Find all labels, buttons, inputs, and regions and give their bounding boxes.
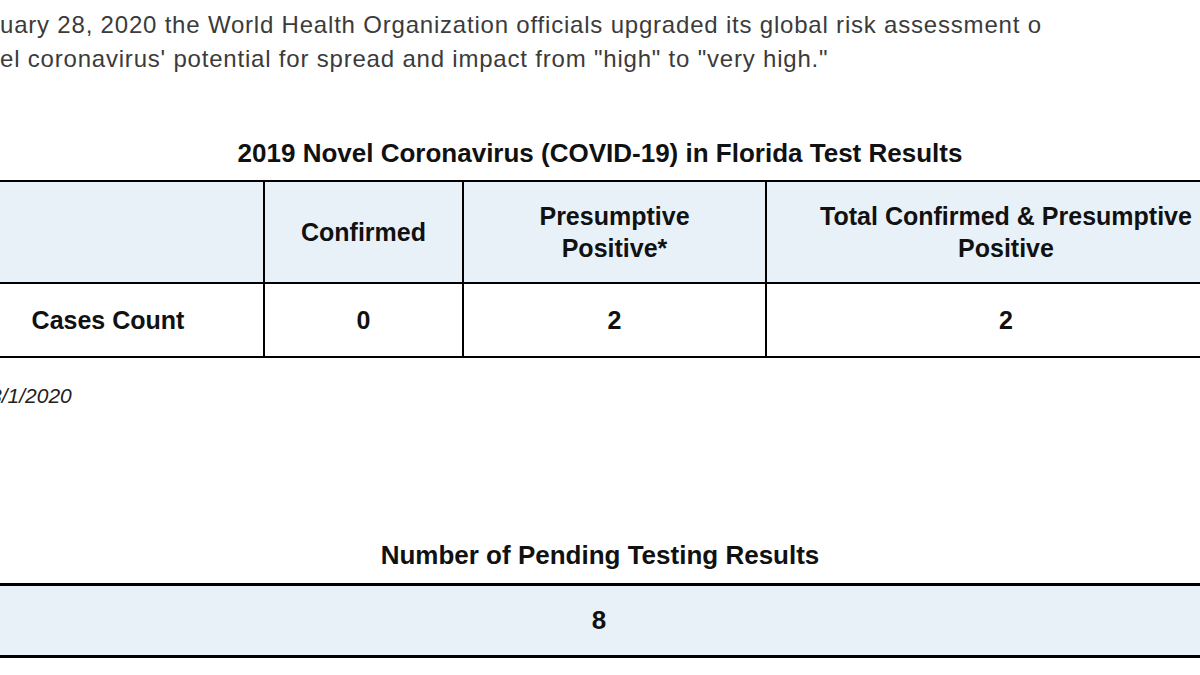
results-header-blank <box>0 182 263 282</box>
intro-paragraph: uary 28, 2020 the World Health Organizat… <box>0 8 1200 76</box>
results-header-presumptive-positive: Presumptive Positive* <box>462 182 765 282</box>
as-of-date: 3/1/2020 <box>0 384 72 408</box>
cases-count-total-value: 2 <box>765 284 1200 356</box>
results-table-header-row: Confirmed Presumptive Positive* Total Co… <box>0 182 1200 284</box>
results-table-row-cases-count: Cases Count 0 2 2 <box>0 284 1200 356</box>
pending-table-title: Number of Pending Testing Results <box>0 540 1200 571</box>
results-header-confirmed: Confirmed <box>263 182 462 282</box>
pending-table: 8 <box>0 583 1200 658</box>
results-header-total-confirmed-presumptive: Total Confirmed & Presumptive Positive <box>765 182 1200 282</box>
results-table-title: 2019 Novel Coronavirus (COVID-19) in Flo… <box>0 138 1200 169</box>
results-table: Confirmed Presumptive Positive* Total Co… <box>0 180 1200 358</box>
pending-count-value: 8 <box>0 586 1200 655</box>
cases-count-presumptive-value: 2 <box>462 284 765 356</box>
intro-line-1: uary 28, 2020 the World Health Organizat… <box>0 8 1200 42</box>
cases-count-label: Cases Count <box>0 284 263 356</box>
intro-line-2: el coronavirus' potential for spread and… <box>0 42 1200 76</box>
cases-count-confirmed-value: 0 <box>263 284 462 356</box>
article-page: uary 28, 2020 the World Health Organizat… <box>0 0 1200 675</box>
